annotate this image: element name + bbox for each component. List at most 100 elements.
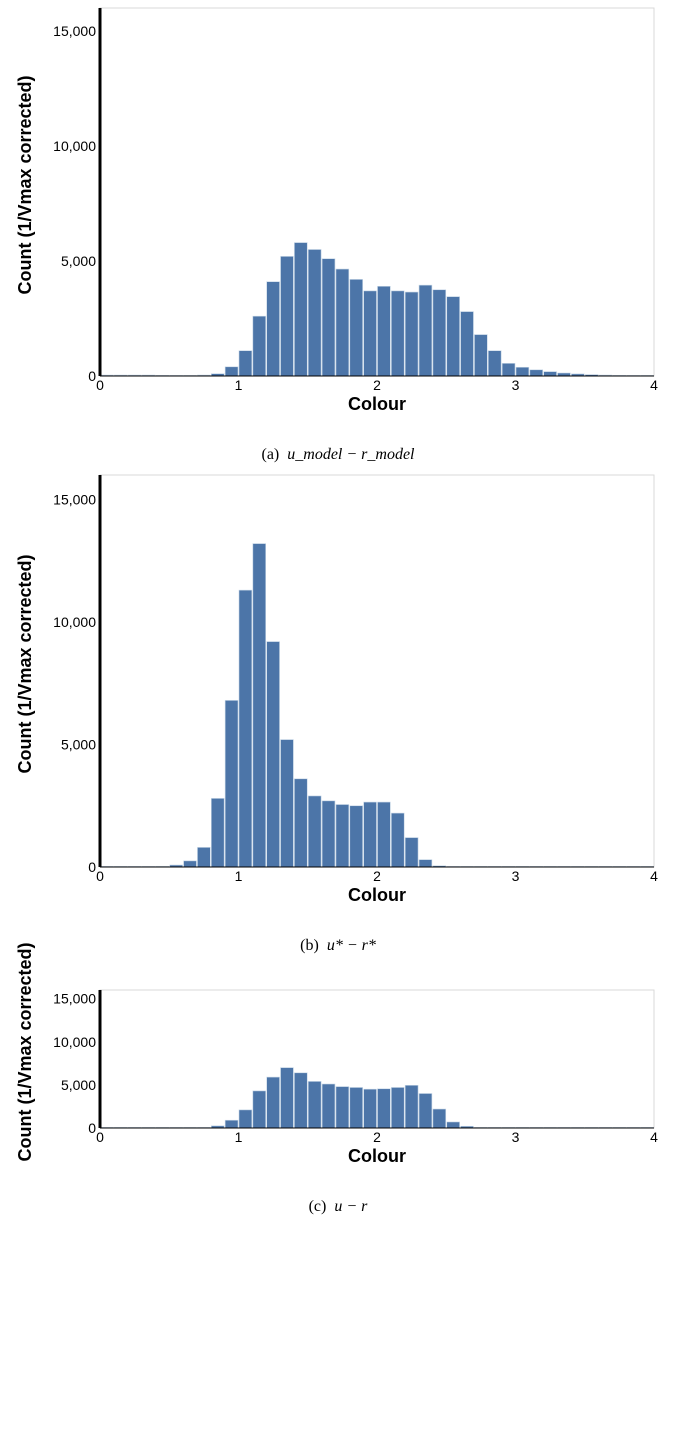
y-tick-label: 15,000 — [53, 492, 96, 508]
x-tick-label: 1 — [235, 1129, 243, 1145]
histogram-bar — [266, 641, 280, 868]
panel-c: 0 5,000 10,000 15,000 0 1 2 3 4 Colour Count (1… — [15, 942, 658, 1215]
x-tick-labels: 0 1 2 3 4 — [96, 1129, 658, 1145]
caption-prefix: (c) — [309, 1198, 327, 1215]
histogram-bar — [252, 543, 267, 868]
histogram-bar — [224, 700, 239, 868]
histogram-bar — [349, 279, 363, 377]
panel-b: 0 5,000 10,000 15,000 0 1 2 3 4 Colour Count (1… — [15, 474, 658, 954]
histogram-bar — [446, 296, 460, 377]
x-tick-label: 0 — [96, 868, 104, 884]
histogram-bar — [377, 1088, 391, 1129]
x-axis-label: Colour — [348, 885, 406, 905]
x-axis-label: Colour — [348, 1146, 406, 1166]
histogram-bar — [418, 859, 433, 868]
x-tick-label: 0 — [96, 1129, 104, 1145]
histogram-bar — [280, 739, 294, 868]
x-tick-label: 2 — [373, 377, 381, 393]
y-tick-label: 0 — [88, 368, 96, 384]
x-tick-label: 3 — [512, 377, 520, 393]
y-tick-label: 15,000 — [53, 991, 96, 1007]
histogram-bar — [474, 334, 488, 377]
x-axis-label: Colour — [348, 394, 406, 414]
histogram-bar — [224, 1119, 239, 1129]
plot-frame — [99, 989, 655, 1129]
histogram-bar — [404, 837, 419, 868]
y-tick-label: 5,000 — [61, 1077, 96, 1093]
histogram-bar — [515, 366, 530, 377]
histogram-bars — [100, 242, 654, 377]
histogram-bar — [335, 804, 350, 868]
x-tick-labels: 0 1 2 3 4 — [96, 868, 658, 884]
x-tick-label: 4 — [650, 1129, 658, 1145]
y-tick-labels: 0 5,000 10,000 15,000 — [53, 991, 96, 1136]
histogram-bar — [363, 801, 377, 868]
x-tick-label: 1 — [235, 377, 243, 393]
plot-frame — [99, 474, 655, 868]
histogram-bar — [335, 1086, 350, 1129]
histogram-bar — [418, 284, 433, 377]
y-tick-label: 5,000 — [61, 737, 96, 753]
histogram-bar — [294, 242, 308, 377]
panel-a: 0 5,000 10,000 15,000 0 1 2 3 4 Colour Count (1… — [15, 7, 658, 463]
histogram-bar — [252, 315, 267, 377]
histogram-bar — [377, 285, 391, 377]
histogram-bar — [211, 798, 225, 868]
caption-math: u − r — [334, 1198, 368, 1215]
x-tick-label: 1 — [235, 868, 243, 884]
y-tick-label: 5,000 — [61, 253, 96, 269]
histogram-bar — [266, 1076, 280, 1129]
histogram-bars — [100, 543, 654, 868]
histogram-bar — [321, 800, 336, 868]
x-tick-label: 4 — [650, 868, 658, 884]
histogram-bar — [349, 805, 363, 868]
histogram-bar — [391, 812, 405, 868]
x-tick-label: 2 — [373, 1129, 381, 1145]
histogram-bar — [224, 366, 239, 377]
histogram-bar — [363, 1088, 377, 1129]
y-axis-label: Count (1/Vmax corrected) — [15, 554, 35, 773]
histogram-bar — [197, 847, 211, 868]
histogram-bar — [446, 1121, 460, 1129]
histogram-bar — [543, 371, 557, 377]
x-tick-label: 3 — [512, 1129, 520, 1145]
histogram-bar — [418, 1093, 433, 1129]
y-tick-label: 15,000 — [53, 23, 96, 39]
y-tick-labels: 0 5,000 10,000 15,000 — [53, 492, 96, 876]
histogram-bar — [307, 1081, 322, 1129]
y-tick-labels: 0 5,000 10,000 15,000 — [53, 23, 96, 384]
histogram-bar — [307, 249, 322, 377]
histogram-bar — [294, 778, 308, 868]
histogram-bar — [391, 290, 405, 377]
histogram-bar — [432, 289, 447, 377]
panel-caption: (c) u − r — [309, 1198, 369, 1215]
histogram-bar — [252, 1090, 267, 1129]
y-tick-label: 10,000 — [53, 1034, 96, 1050]
histogram-bars — [100, 1067, 654, 1129]
x-tick-label: 0 — [96, 377, 104, 393]
y-tick-label: 0 — [88, 859, 96, 875]
caption-prefix: (a) — [262, 446, 280, 463]
histogram-bar — [294, 1072, 308, 1129]
plot-frame — [99, 7, 655, 377]
y-tick-label: 10,000 — [53, 138, 96, 154]
histogram-bar — [404, 1085, 419, 1129]
panel-caption: (b) u* − r* — [300, 937, 376, 954]
x-tick-labels: 0 1 2 3 4 — [96, 377, 658, 393]
histogram-bar — [238, 350, 253, 377]
histogram-bar — [363, 290, 377, 377]
caption-prefix: (b) — [300, 937, 319, 954]
histogram-bar — [280, 256, 294, 377]
histogram-bar — [460, 311, 474, 377]
histogram-bar — [183, 860, 197, 868]
y-axis-label: Count (1/Vmax corrected) — [15, 75, 35, 294]
histogram-bar — [404, 291, 419, 377]
histogram-bar — [349, 1087, 363, 1129]
y-tick-label: 10,000 — [53, 614, 96, 630]
panel-caption: (a) u_model − r_model — [262, 446, 416, 463]
histogram-bar — [238, 1109, 253, 1129]
x-tick-label: 4 — [650, 377, 658, 393]
histogram-bar — [321, 1083, 336, 1129]
histogram-bar — [501, 363, 516, 377]
